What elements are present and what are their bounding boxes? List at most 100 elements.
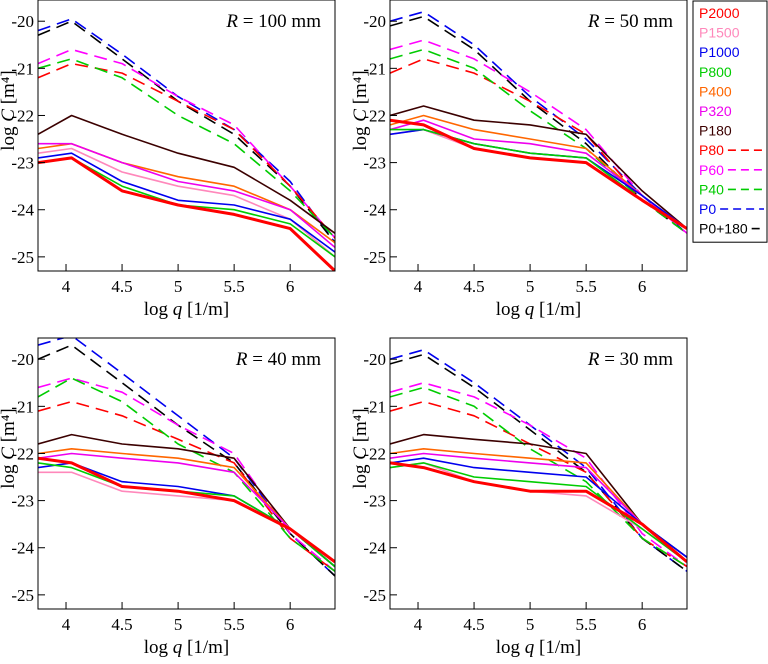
- series-line-p2000: [38, 456, 335, 564]
- legend-label-p400: P400: [699, 83, 732, 99]
- y-tick-label: -23: [363, 154, 386, 173]
- y-tick-label: -20: [11, 12, 34, 31]
- series-line-p180: [38, 114, 335, 234]
- series-group: [38, 338, 335, 577]
- panel-3: 4 4.5 5 5.5 6 -20 -21 -22 -23 -24 -25 log q [1/m] lo…: [0, 337, 336, 658]
- series-line-p1000: [38, 152, 335, 253]
- series-line-p180: [390, 105, 687, 230]
- series-line-p320: [390, 119, 687, 230]
- panel-title: R = 50 mm: [587, 11, 673, 32]
- y-tick-label: -20: [363, 350, 386, 369]
- y-axis-label: log C [m⁴]: [0, 408, 19, 489]
- series-line-p60: [390, 382, 687, 568]
- y-tick-label: -21: [11, 59, 34, 78]
- series-line-p40: [38, 58, 335, 239]
- y-tick-label: -24: [363, 539, 386, 558]
- legend-label-p1500: P1500: [699, 25, 740, 41]
- series-line-p40: [390, 386, 687, 568]
- series-line-p1000: [390, 457, 687, 558]
- x-tick-label: 6: [638, 615, 647, 634]
- series-line-p60: [390, 39, 687, 234]
- y-tick-label: -20: [11, 350, 34, 369]
- plot-frame: [37, 337, 336, 610]
- y-tick-label: -22: [363, 444, 386, 463]
- y-tick-label: -24: [363, 201, 386, 220]
- x-axis-label: log q [1/m]: [144, 637, 230, 658]
- y-tick-label: -25: [11, 586, 34, 605]
- x-tick-label: 5: [526, 615, 535, 634]
- panel-title: R = 40 mm: [235, 349, 321, 370]
- x-tick-label: 4.5: [111, 277, 132, 296]
- y-tick-label: -24: [11, 539, 34, 558]
- plot-frame: [389, 337, 688, 610]
- x-axis-label: log q [1/m]: [496, 299, 582, 320]
- x-tick-label: 6: [638, 277, 647, 296]
- x-tick-label: 4.5: [463, 615, 484, 634]
- series-line-p80: [38, 400, 335, 572]
- series-group: [38, 18, 335, 271]
- y-tick-label: -23: [363, 492, 386, 511]
- panel-4: 4 4.5 5 5.5 6 -20 -21 -22 -23 -24 -25 log q [1/m] lo…: [350, 337, 688, 658]
- x-axis-label: log q [1/m]: [496, 637, 582, 658]
- series-line-p60: [38, 377, 335, 572]
- x-tick-label: 4: [414, 277, 423, 296]
- legend-box: [692, 0, 768, 243]
- legend-label-p40: P40: [699, 181, 724, 197]
- plot-frame: [389, 0, 688, 272]
- panel-2: 4 4.5 5 5.5 6 -20 -21 -22 -23 -24 -25 log q [1/m] lo…: [350, 0, 688, 320]
- series-line-p0: [38, 18, 335, 244]
- panel-title: R = 30 mm: [587, 349, 673, 370]
- x-tick-label: 5.5: [224, 277, 245, 296]
- y-tick-label: -22: [11, 106, 34, 125]
- y-tick-label: -25: [363, 248, 386, 267]
- series-line-p1500: [390, 462, 687, 563]
- series-line-p40: [38, 377, 335, 572]
- x-tick-label: 5.5: [576, 277, 597, 296]
- series-line-p1500: [38, 471, 335, 568]
- legend-label-p80: P80: [699, 142, 724, 158]
- y-tick-label: -25: [363, 586, 386, 605]
- x-tick-label: 4.5: [463, 277, 484, 296]
- panel-1: 4 4.5 5 5.5 6 -20 -21 -22 -23 -24 -25 log q [1/m] lo…: [0, 0, 336, 320]
- x-tick-label: 6: [286, 277, 295, 296]
- y-tick-label: -21: [363, 59, 386, 78]
- y-tick-label: -24: [11, 201, 34, 220]
- legend-label-p60: P60: [699, 162, 724, 178]
- series-line-p0: [38, 338, 335, 577]
- series-line-p80: [390, 400, 687, 568]
- x-axis-label: log q [1/m]: [144, 299, 230, 320]
- y-tick-label: -25: [11, 248, 34, 267]
- x-tick-label: 6: [286, 615, 295, 634]
- y-tick-label: -23: [11, 492, 34, 511]
- series-line-p80: [390, 58, 687, 230]
- x-tick-label: 5.5: [224, 615, 245, 634]
- legend-label-p1000: P1000: [699, 44, 740, 60]
- series-line-p80: [38, 62, 335, 239]
- series-line-p2000: [38, 156, 335, 271]
- y-axis-label: log C [m⁴]: [350, 408, 371, 489]
- series-line-p2000: [390, 118, 687, 230]
- legend-label-p0: P0: [699, 201, 716, 217]
- y-tick-label: -21: [11, 397, 34, 416]
- x-tick-label: 5: [174, 277, 183, 296]
- y-tick-label: -22: [11, 444, 34, 463]
- series-group: [390, 349, 687, 572]
- series-line-p800: [38, 462, 335, 568]
- legend-label-p320: P320: [699, 103, 732, 119]
- series-line-p40: [390, 48, 687, 234]
- series-line-p320: [38, 452, 335, 568]
- y-tick-label: -21: [363, 397, 386, 416]
- legend-label-p0plus180: P0+180: [699, 221, 748, 237]
- x-tick-label: 5.5: [576, 615, 597, 634]
- series-line-p800: [390, 462, 687, 563]
- legend-label-p2000: P2000: [699, 5, 740, 21]
- x-tick-label: 5: [174, 615, 183, 634]
- series-line-p2000: [390, 461, 687, 564]
- y-tick-label: -23: [11, 154, 34, 173]
- x-tick-label: 4: [414, 615, 423, 634]
- plot-frame: [37, 0, 336, 272]
- series-line-p320: [38, 142, 335, 249]
- y-axis-label: log C [m⁴]: [350, 70, 371, 151]
- panel-title: R = 100 mm: [225, 11, 321, 32]
